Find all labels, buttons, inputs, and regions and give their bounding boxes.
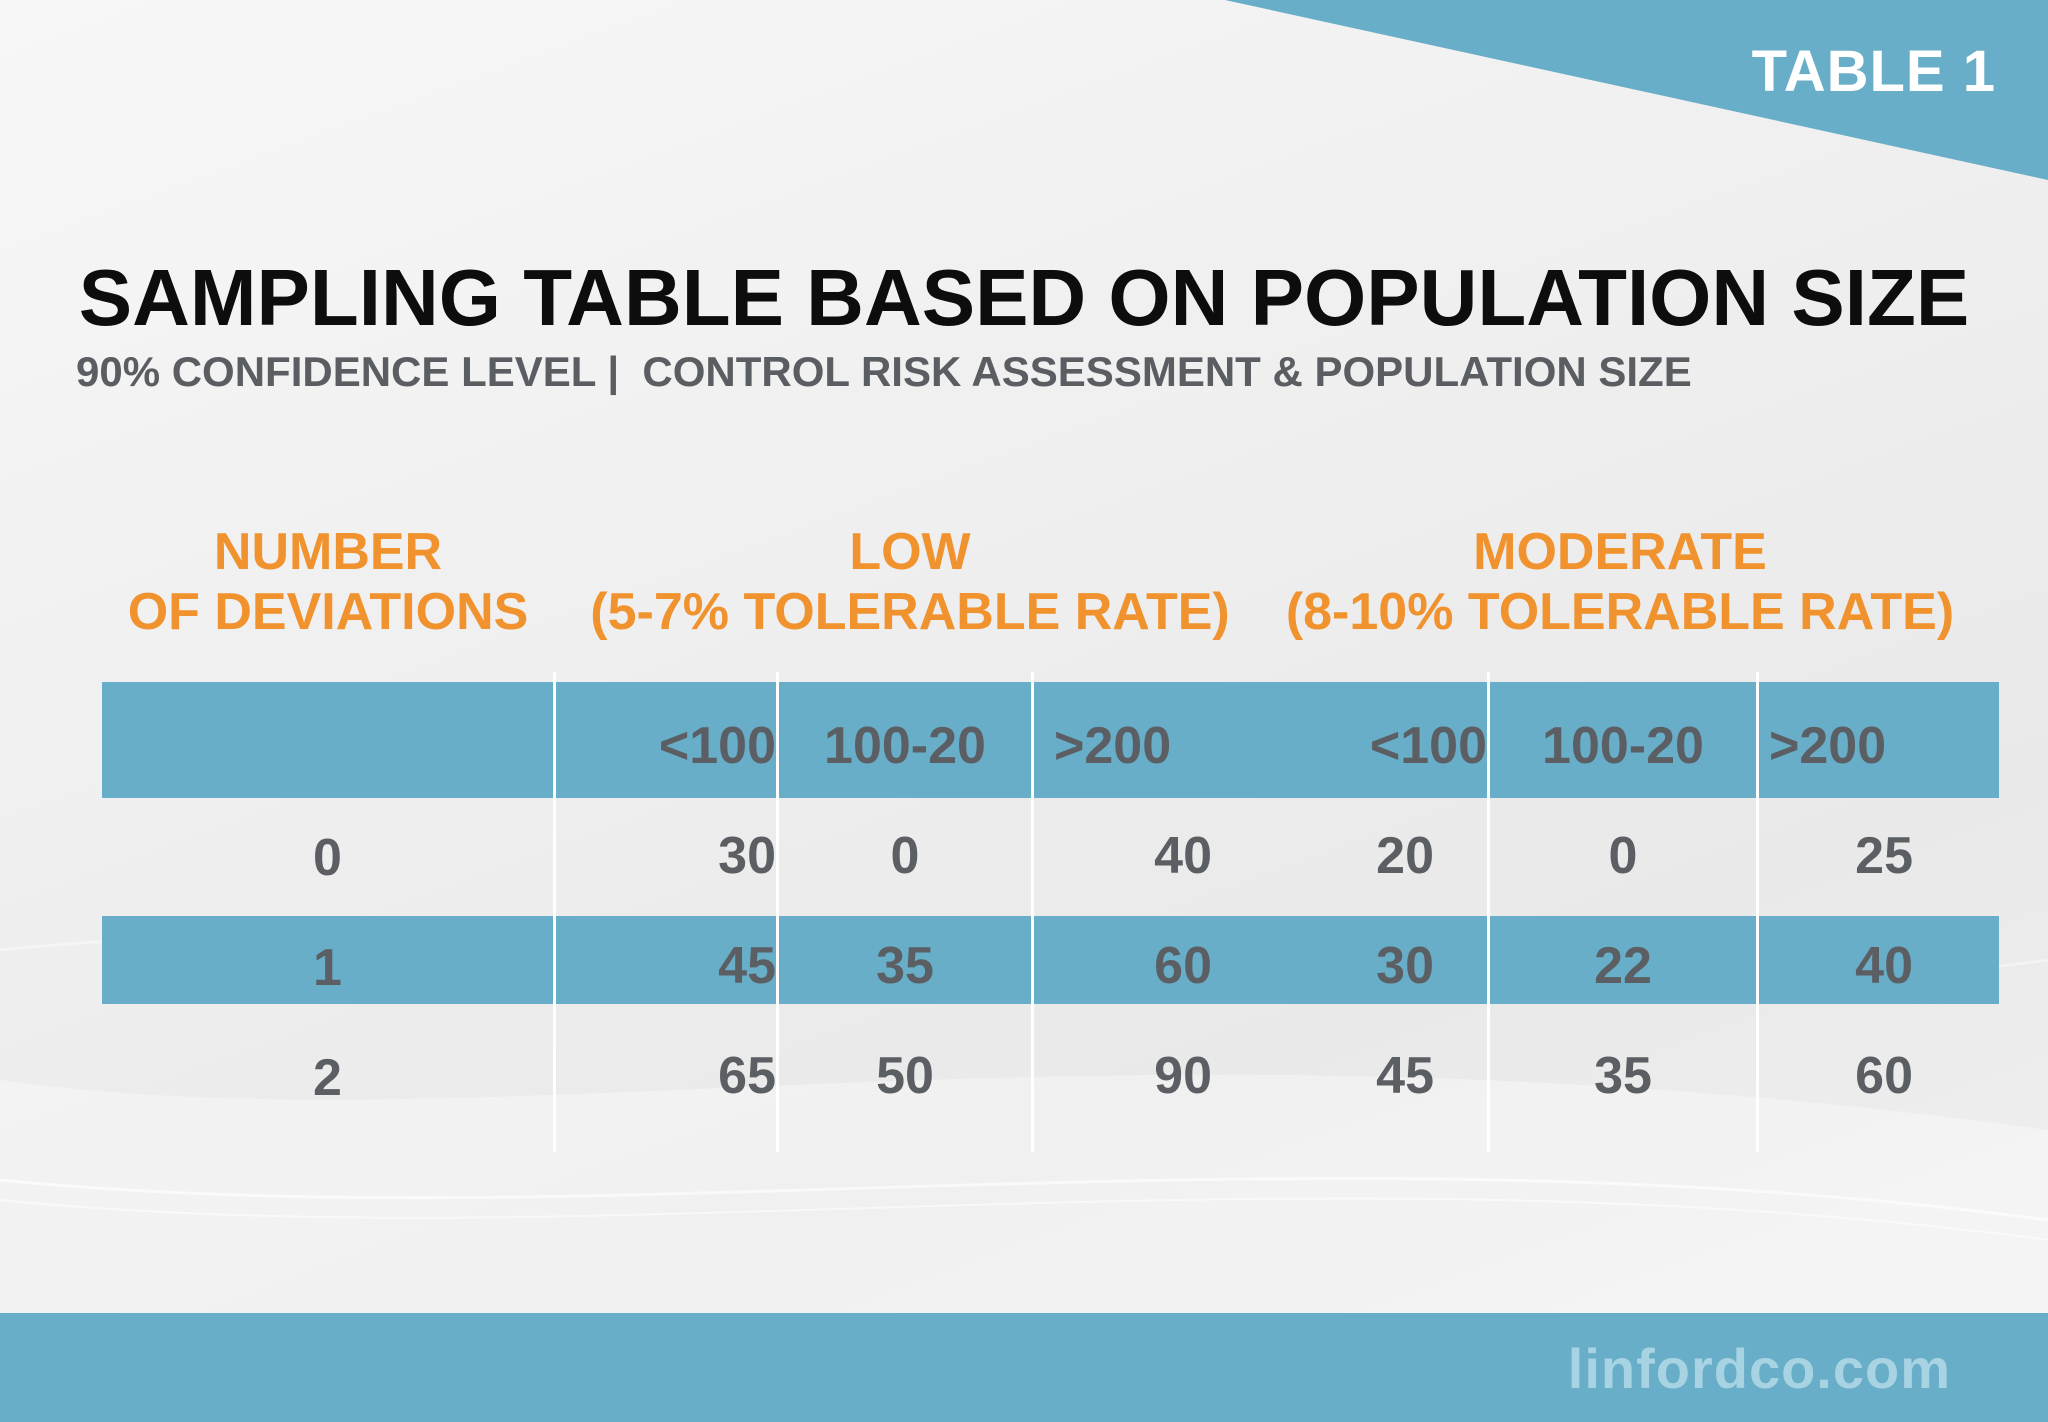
header-deviations-line2: OF DEVIATIONS [127, 583, 529, 641]
column-header-low-over200: >200 [1054, 717, 1172, 775]
footer-bar [0, 1313, 2048, 1422]
row-2-moderate-under100: 45 [1376, 1047, 1434, 1105]
row-2-moderate-over200: 60 [1855, 1047, 1913, 1105]
header-moderate: MODERATE (8-10% TOLERABLE RATE) [1280, 522, 1960, 642]
row-2-low-100-200: 50 [876, 1047, 934, 1105]
column-header-low-under100: <100 [658, 717, 776, 775]
corner-banner [1225, 0, 2048, 180]
column-divider [1031, 672, 1034, 1152]
row-1-moderate-100-200: 22 [1594, 937, 1652, 995]
header-deviations-line1: NUMBER [213, 523, 443, 581]
header-moderate-line2: (8-10% TOLERABLE RATE) [1285, 583, 1955, 641]
row-2-low-under100: 65 [718, 1047, 776, 1105]
row-2-deviations: 2 [313, 1049, 342, 1107]
column-header-moderate-over200: >200 [1769, 717, 1887, 775]
header-low-line2: (5-7% TOLERABLE RATE) [590, 583, 1230, 641]
page-subtitle: 90% CONFIDENCE LEVEL | CONTROL RISK ASSE… [76, 348, 1692, 395]
header-low-line1: LOW [849, 523, 971, 581]
row-1-deviations: 1 [313, 939, 342, 997]
column-header-moderate-100-200: 100-20 [1542, 717, 1704, 775]
column-divider [1756, 672, 1759, 1152]
row-1-moderate-over200: 40 [1855, 937, 1913, 995]
header-moderate-line1: MODERATE [1473, 523, 1767, 581]
page-title: SAMPLING TABLE BASED ON POPULATION SIZE [78, 253, 1970, 342]
column-header-moderate-under100: <100 [1369, 717, 1487, 775]
header-low: LOW (5-7% TOLERABLE RATE) [580, 522, 1240, 642]
header-deviations: NUMBER OF DEVIATIONS [102, 522, 554, 642]
column-header-low-100-200: 100-20 [824, 717, 986, 775]
row-0-deviations: 0 [313, 829, 342, 887]
footer-website-link[interactable]: linfordco.com [1567, 1337, 1951, 1400]
row-2-moderate-100-200: 35 [1594, 1047, 1652, 1105]
row-0-moderate-100-200: 0 [1608, 827, 1638, 885]
row-band-1 [102, 916, 1999, 1004]
column-header-band [102, 682, 1999, 798]
row-0-moderate-over200: 25 [1855, 827, 1913, 885]
column-divider [1487, 672, 1490, 1152]
row-0-low-over200: 40 [1154, 827, 1212, 885]
row-1-low-over200: 60 [1154, 937, 1212, 995]
column-divider [553, 672, 556, 1152]
row-1-low-under100: 45 [718, 937, 776, 995]
row-1-low-100-200: 35 [876, 937, 934, 995]
row-2-low-over200: 90 [1154, 1047, 1212, 1105]
table-number-badge: TABLE 1 [1751, 39, 1996, 104]
column-divider [776, 672, 779, 1152]
row-0-moderate-under100: 20 [1376, 827, 1434, 885]
row-0-low-100-200: 0 [890, 827, 920, 885]
row-1-moderate-under100: 30 [1376, 937, 1434, 995]
row-0-low-under100: 30 [718, 827, 776, 885]
